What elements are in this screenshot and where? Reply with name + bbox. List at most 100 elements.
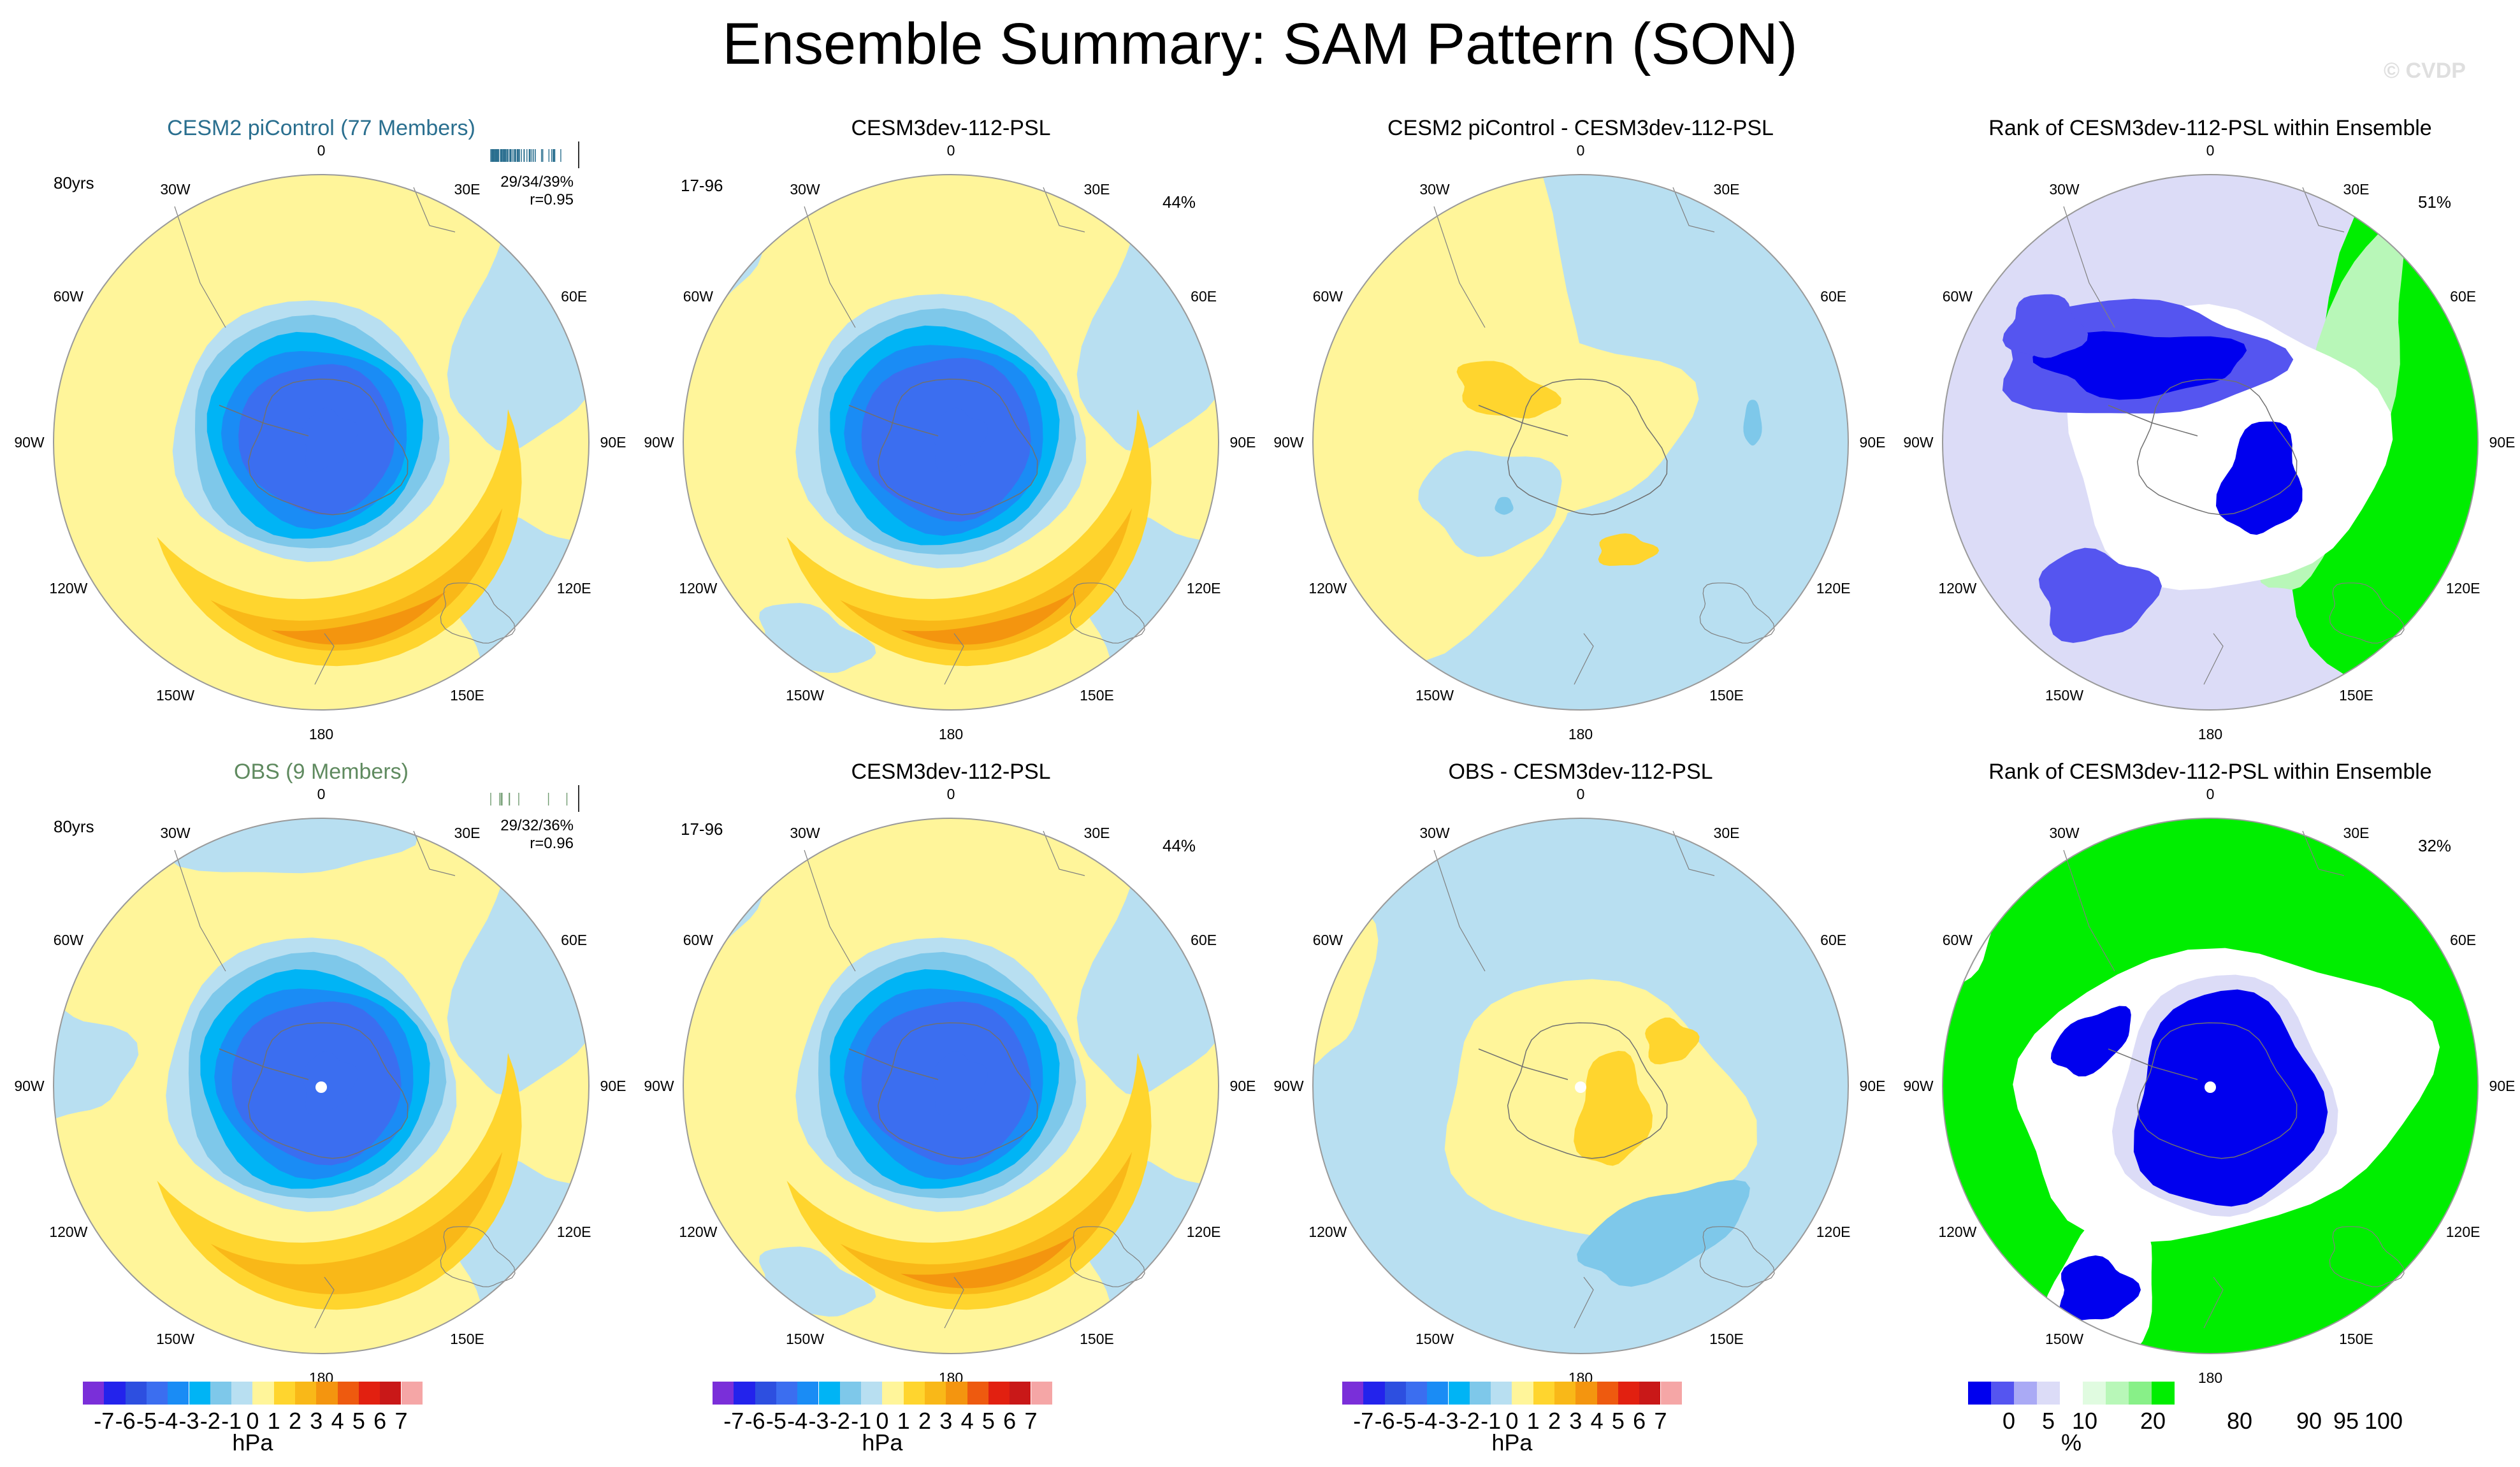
longitude-label: 150E (1709, 686, 1744, 704)
colorbar-tick-label: 5 (352, 1408, 365, 1434)
africa-coastline (2302, 187, 2345, 233)
colorbar-tick-label: -2 (829, 1408, 850, 1434)
map-border (1312, 818, 1849, 1354)
colorbar-tick-label: -1 (851, 1408, 872, 1434)
panel-model-row2: CESM3dev-112-PSL 17-96 44% 0 30E 60E 90E 120… (636, 758, 1266, 1402)
south-america-coastline (1433, 849, 1486, 972)
longitude-label: 0 (1576, 142, 1585, 159)
colorbar-tick-label: -4 (1417, 1408, 1438, 1434)
psl-polar-min (932, 1051, 988, 1116)
longitude-label: 150W (785, 1330, 825, 1347)
psl-ring-positive-2 (840, 1152, 1133, 1294)
south-america-coastline (174, 849, 226, 972)
colorbar-tick-label: -2 (1459, 1408, 1480, 1434)
south-america-coastline (174, 206, 226, 328)
colorbar-swatch (2083, 1382, 2106, 1405)
colorbar-tick-label: 4 (331, 1408, 344, 1434)
longitude-label: 120E (1816, 580, 1851, 596)
longitude-label: 120W (1308, 1224, 1347, 1240)
antarctica-coastline (2136, 1022, 2298, 1159)
colorbar-tick-label: 0 (2002, 1408, 2016, 1434)
polar-map (1942, 818, 2479, 1354)
map-border (1942, 174, 2479, 711)
colorbar-tick-label: 0 (876, 1408, 889, 1434)
colorbar-swatch (1991, 1382, 2014, 1405)
africa-coastline (1043, 830, 1085, 876)
longitude-label: 150W (2045, 1330, 2084, 1347)
colorbar-swatch (2129, 1382, 2152, 1405)
psl-polar-min (302, 1051, 358, 1116)
panel-diff-row2: OBS - CESM3dev-112-PSL 0 30E 60E 90E 120E 150… (1266, 758, 1895, 1402)
longitude-label: 120W (679, 580, 718, 596)
colorbar-tick-label: -3 (1438, 1408, 1459, 1434)
longitude-label: 90W (644, 1078, 674, 1094)
colorbar-swatch (1533, 1382, 1554, 1405)
longitude-label: 120E (1816, 1224, 1851, 1240)
rank-lowest (2032, 331, 2247, 400)
psl-polar-min (302, 407, 358, 472)
longitude-label: 150W (156, 686, 195, 704)
colorbar-swatch (2152, 1382, 2175, 1405)
longitude-label: 150E (1080, 1330, 1114, 1347)
longitude-label: 90E (1859, 434, 1886, 451)
south-america-coastline (804, 849, 856, 972)
colorbar-swatch (1660, 1382, 1682, 1405)
diff-positive-peak (1598, 533, 1660, 566)
colorbar-swatch (210, 1382, 232, 1405)
rank-lowest (2133, 989, 2328, 1207)
colorbar-swatch (1342, 1382, 1364, 1405)
polar-map (1942, 174, 2479, 711)
rank-low (2002, 294, 2089, 358)
australia-coastline (2329, 1226, 2405, 1287)
colorbar-unit: hPa (232, 1429, 273, 1456)
colorbar-tick-label: -1 (1481, 1408, 1502, 1434)
australia-coastline (440, 582, 516, 644)
longitude-label: 0 (1576, 786, 1585, 802)
rank-lowest (2216, 421, 2303, 535)
diff-negative-peak (1743, 400, 1762, 446)
map-field (1313, 175, 1848, 710)
colorbar-swatch (797, 1382, 819, 1405)
panel-title: CESM2 piControl - CESM3dev-112-PSL (1387, 116, 1774, 140)
longitude-label: 60W (1942, 932, 1973, 948)
longitude-label: 120E (2445, 1224, 2480, 1240)
longitude-label: 120W (1938, 580, 1977, 596)
colorbar-tick-label: -6 (744, 1408, 765, 1434)
longitude-label: 90W (14, 434, 45, 451)
longitude-label: 60E (1820, 932, 1847, 948)
antarctica-coastline (247, 379, 409, 516)
map-border (1312, 174, 1849, 711)
longitude-label: 150E (1709, 1330, 1744, 1347)
pct-label: 51% (2418, 192, 2452, 212)
correlation-label: r=0.96 (530, 835, 574, 852)
panel-title: Rank of CESM3dev-112-PSL within Ensemble (1988, 116, 2432, 140)
colorbar-unit: hPa (1491, 1429, 1533, 1456)
colorbar-swatch (1597, 1382, 1618, 1405)
longitude-label: 30E (2343, 181, 2370, 198)
colorbar-swatch (1575, 1382, 1597, 1405)
colorbar-swatch (2014, 1382, 2037, 1405)
longitude-label: 90W (1273, 1078, 1304, 1094)
antarctic-peninsula (2108, 1048, 2198, 1080)
map-field (54, 818, 589, 1354)
longitude-label: 30E (454, 825, 481, 842)
map-field (1943, 818, 2478, 1354)
colorbar-tick-label: -7 (723, 1408, 744, 1434)
diff-negative-peak (1495, 496, 1514, 515)
antarctic-peninsula (848, 405, 939, 437)
psl-rim-negative (169, 818, 418, 874)
map-field (683, 175, 1219, 710)
south-america-coastline (804, 206, 856, 328)
longitude-label: 120W (1308, 580, 1347, 596)
polar-map (1312, 174, 1849, 711)
colorbar-swatch (1405, 1382, 1428, 1405)
colorbar-swatch (925, 1382, 946, 1405)
australia-coastline (440, 1226, 516, 1287)
antarctica-coastline (1507, 379, 1668, 516)
colorbar-swatch (1491, 1382, 1512, 1405)
colorbar-tick-label: 90 (2296, 1408, 2322, 1434)
colorbar-tick-label: 6 (1633, 1408, 1646, 1434)
longitude-label: 30W (790, 825, 820, 842)
longitude-label: 30E (1083, 181, 1110, 198)
longitude-label: 30E (1083, 825, 1110, 842)
